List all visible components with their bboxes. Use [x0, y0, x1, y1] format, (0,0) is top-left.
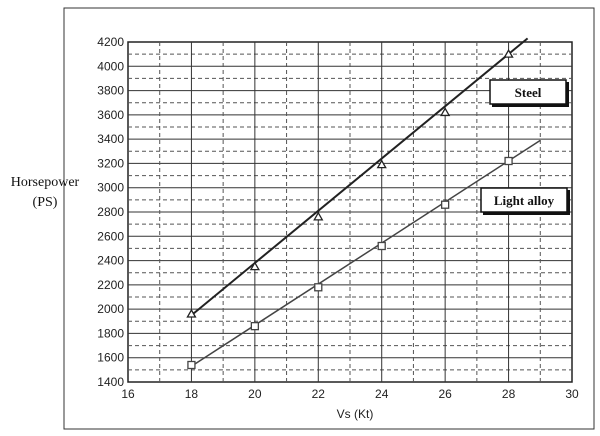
steel-label-box: Steel — [489, 79, 569, 107]
light-alloy-label: Light alloy — [494, 193, 555, 208]
steel-label-shadow-bottom — [492, 104, 569, 107]
x-tick-labels: 16 18 20 22 24 26 28 30 — [121, 387, 579, 401]
light-alloy-point — [187, 360, 196, 370]
x-tick-label: 20 — [248, 387, 262, 401]
steel-point — [440, 107, 451, 117]
y-tick-labels: 1400 1600 1800 2000 2200 2400 2600 2800 3000 3200… — [97, 35, 124, 389]
y-tick-label: 4200 — [97, 35, 124, 49]
light-alloy-label-shadow — [567, 190, 570, 214]
steel-point — [503, 48, 514, 58]
light-alloy-label-box: Light alloy — [480, 187, 570, 215]
y-tick-label: 2200 — [97, 278, 124, 292]
series-lines — [190, 37, 541, 367]
x-tick-label: 18 — [185, 387, 199, 401]
y-tick-label: 3000 — [97, 181, 124, 195]
x-tick-label: 28 — [502, 387, 516, 401]
steel-point — [313, 211, 324, 221]
light-alloy-label-frame — [480, 187, 568, 213]
x-tick-label: 22 — [312, 387, 326, 401]
y-tick-label: 1600 — [97, 351, 124, 365]
y-tick-label: 1400 — [97, 375, 124, 389]
steel-point — [249, 261, 260, 271]
y-tick-label: 2800 — [97, 205, 124, 219]
series-markers — [186, 48, 514, 370]
y-tick-label: 2600 — [97, 229, 124, 243]
light-alloy-point — [377, 241, 386, 251]
y-tick-label: 4000 — [97, 59, 124, 73]
steel-label-shadow — [566, 82, 569, 106]
light-alloy-point — [250, 321, 260, 331]
x-tick-label: 30 — [565, 387, 579, 401]
x-tick-label: 24 — [375, 387, 389, 401]
y-tick-label: 2400 — [97, 254, 124, 268]
y-tick-label: 3200 — [97, 156, 124, 170]
y-tick-label: 1800 — [97, 326, 124, 340]
y-tick-label: 2000 — [97, 302, 124, 316]
light-alloy-point — [314, 283, 323, 292]
x-axis-title: Vs (Kt) — [337, 407, 374, 421]
steel-point — [376, 159, 387, 169]
y-tick-label: 3800 — [97, 84, 124, 98]
light-alloy-line — [191, 139, 541, 367]
y-tick-label: 3600 — [97, 108, 124, 122]
chart-frame — [63, 7, 595, 430]
light-alloy-label-shadow-bottom — [483, 212, 570, 215]
y-axis-title: Horsepower — [11, 175, 80, 190]
light-alloy-point — [504, 156, 513, 166]
y-axis-unit: (PS) — [33, 195, 58, 210]
x-tick-label: 26 — [438, 387, 452, 401]
steel-point — [186, 308, 197, 318]
steel-label: Steel — [515, 85, 542, 100]
x-tick-label: 16 — [121, 387, 135, 401]
steel-line — [190, 37, 529, 316]
light-alloy-point — [440, 200, 450, 209]
y-tick-label: 3400 — [97, 132, 124, 146]
